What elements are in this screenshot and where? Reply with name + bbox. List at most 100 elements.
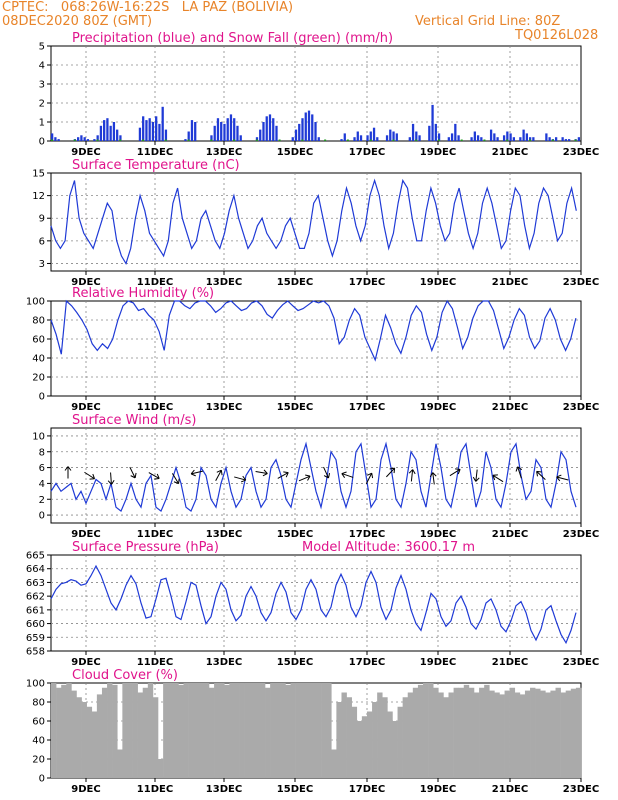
y-tick-label: 10 (32, 431, 45, 442)
bar (151, 122, 155, 141)
bar (214, 683, 220, 778)
x-tick-label: 13DEC (206, 657, 242, 668)
bar (535, 688, 541, 778)
y-tick-label: 4 (39, 479, 45, 490)
bar (484, 684, 490, 778)
bar (103, 120, 106, 141)
bar (377, 692, 383, 778)
bar (453, 687, 459, 778)
bar (525, 133, 528, 141)
bar (152, 697, 159, 778)
bar (155, 116, 158, 141)
x-tick-label: 9DEC (71, 529, 100, 540)
bar (412, 687, 419, 778)
bar (236, 125, 239, 141)
x-tick-label: 17DEC (349, 402, 385, 413)
bar (433, 687, 439, 778)
wind-arrow (129, 466, 137, 479)
bar (473, 692, 480, 778)
x-tick-label: 17DEC (349, 657, 385, 668)
panel-temp: 3 6 9 12 15 9DEC 11DEC 13DEC 15DEC 17DEC 19DEC 21DE… (32, 158, 599, 288)
wind-arrow (107, 472, 115, 485)
y-tick-label: 661 (26, 605, 45, 616)
bar (81, 702, 87, 778)
bar (428, 683, 434, 778)
bar (366, 135, 369, 141)
bar (307, 110, 311, 141)
bar (356, 721, 363, 778)
bar (112, 684, 118, 778)
bar (407, 692, 414, 778)
y-tick-label: 0 (39, 511, 45, 522)
panel-pressure: 658 659 660 661 662 663 664 665 9DEC 11DEC 13DEC 15… (26, 540, 599, 668)
bar (226, 118, 229, 141)
wind-arrow (277, 471, 289, 479)
bar (83, 137, 86, 141)
bar (233, 118, 236, 141)
bar (447, 137, 450, 141)
bar (61, 684, 67, 778)
bar (301, 118, 304, 141)
x-tick-label: 9DEC (71, 784, 100, 795)
bar (311, 114, 314, 141)
bar (385, 135, 389, 141)
bar (434, 123, 437, 141)
bar (423, 683, 429, 778)
wind-arrow (255, 469, 268, 477)
bar (304, 112, 307, 141)
x-tick-label: 21DEC (492, 657, 528, 668)
bar (509, 687, 516, 778)
x-tick-label: 17DEC (349, 529, 385, 540)
bar (489, 129, 493, 141)
y-tick-label: 20 (32, 755, 45, 766)
x-tick-label: 11DEC (137, 657, 173, 668)
bar (448, 692, 454, 778)
x-tick-label: 19DEC (420, 784, 456, 795)
bar (145, 120, 148, 141)
bar (164, 129, 168, 141)
bar (548, 137, 551, 141)
wind-arrow (323, 466, 331, 479)
bar (51, 683, 57, 778)
bar (168, 683, 174, 778)
bar (138, 127, 142, 141)
y-tick-label: 1 (39, 118, 45, 129)
x-tick-label: 19DEC (420, 277, 456, 288)
x-tick-label: 15DEC (277, 784, 313, 795)
snow-bar (210, 139, 213, 141)
bar (567, 139, 571, 141)
y-tick-label: 3 (39, 80, 45, 91)
x-tick-label: 9DEC (71, 277, 100, 288)
panel-wind: 0 2 4 6 8 10 9DEC 11DEC 13DEC 15DEC 17DEC 19DEC 21DE… (32, 413, 599, 540)
bar (249, 683, 256, 778)
bar (443, 697, 449, 778)
snow-bar (437, 139, 440, 141)
y-tick-label: 5 (39, 42, 45, 53)
bar (331, 749, 337, 778)
bar (183, 683, 189, 778)
x-tick-label: 23DEC (563, 657, 599, 668)
y-tick-label: 0 (39, 774, 45, 785)
x-tick-label: 13DEC (206, 147, 242, 158)
bar (532, 137, 535, 141)
bar (389, 129, 392, 141)
bar (480, 137, 483, 141)
bar (107, 683, 113, 778)
x-tick-label: 13DEC (206, 784, 242, 795)
x-tick-label: 23DEC (563, 277, 599, 288)
bar (540, 690, 546, 778)
y-tick-label: 100 (26, 297, 45, 308)
bar (372, 702, 378, 778)
bar (270, 683, 276, 778)
bar (80, 135, 83, 141)
x-tick-label: 19DEC (420, 147, 456, 158)
bar (458, 687, 465, 778)
snow-bar (324, 139, 327, 141)
bar (502, 135, 506, 141)
bar (76, 697, 82, 778)
bar (234, 683, 240, 778)
bar (565, 690, 572, 778)
snow-bar (392, 139, 395, 141)
y-tick-label: 60 (32, 717, 45, 728)
bar (122, 683, 128, 778)
